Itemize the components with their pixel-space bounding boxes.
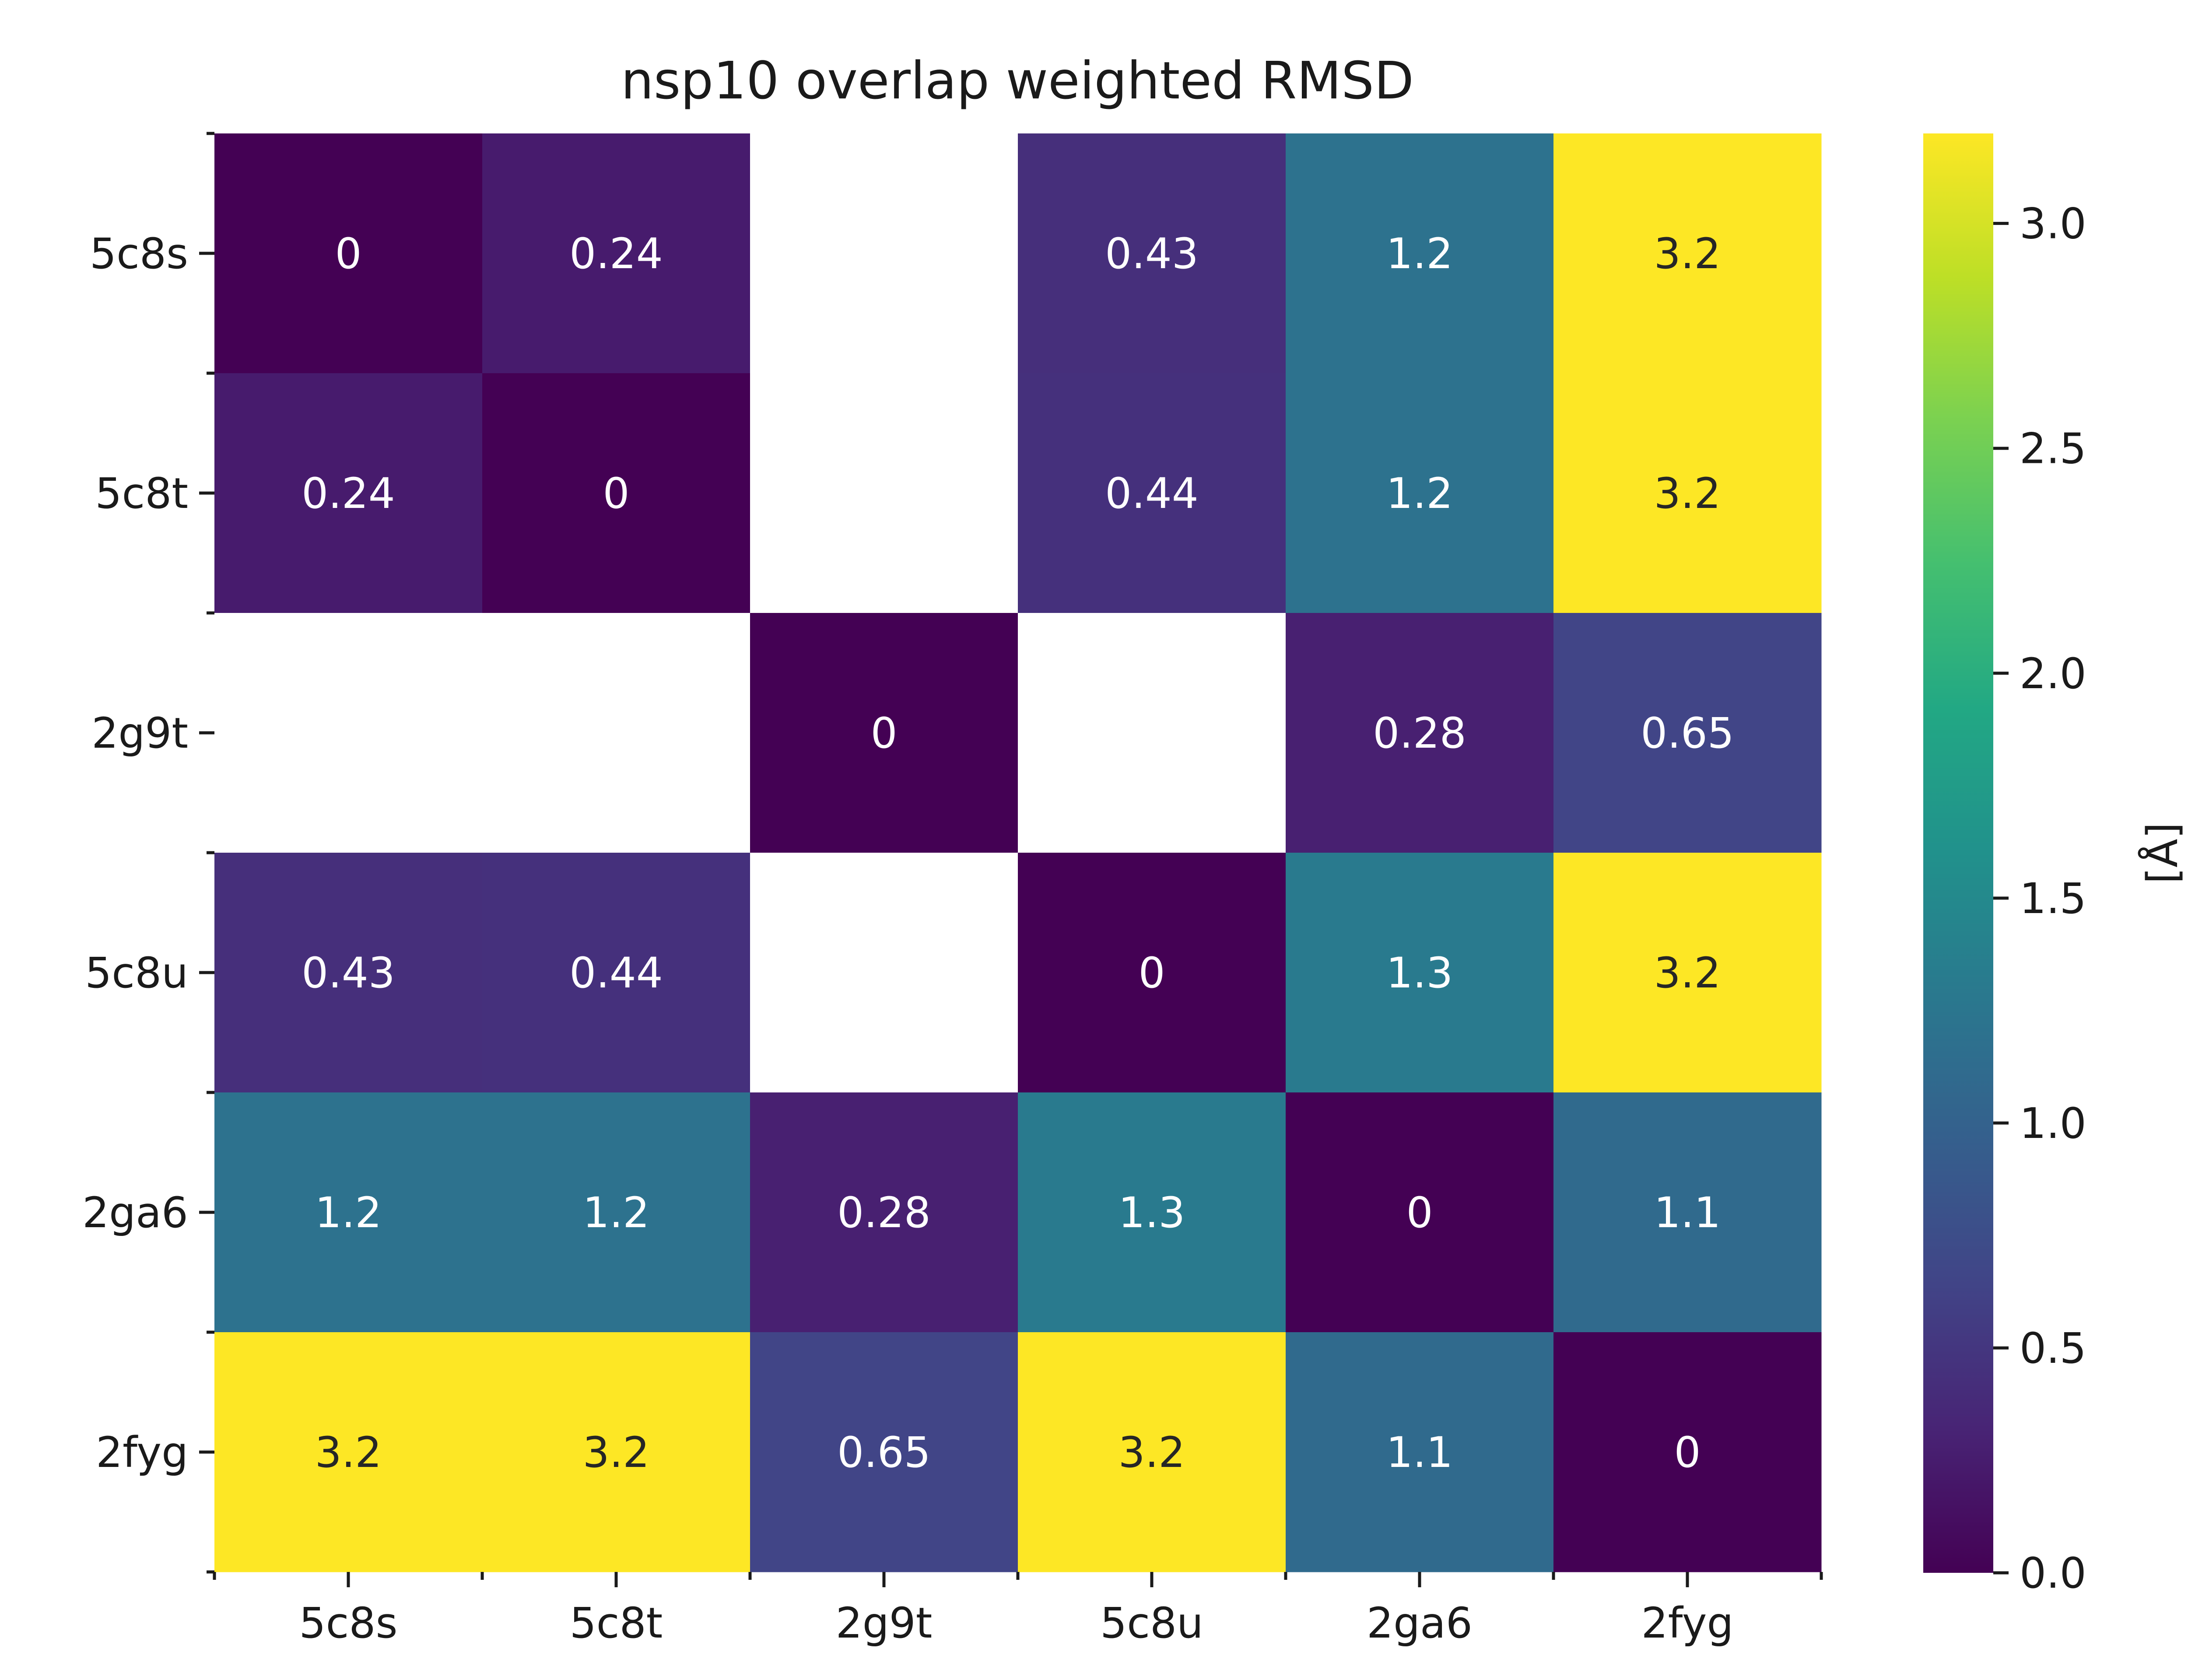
cell-value-label: 0.65 [1641,709,1734,758]
heatmap-cell [1018,133,1286,374]
heatmap-cell [214,613,483,853]
y-tick-label: 5c8s [90,229,188,278]
heatmap-cell [1553,1332,1822,1572]
cell-value-label: 0.24 [569,229,663,278]
cell-value-label: 0.28 [837,1188,931,1237]
cell-value-label: 0.65 [837,1428,931,1477]
heatmap-cell [1553,613,1822,853]
colorbar-gradient [1923,133,1993,1573]
cell-value-label: 1.2 [1386,469,1453,518]
x-tick-label: 2ga6 [1367,1599,1473,1648]
heatmap-cell [1286,133,1554,374]
x-tick-label: 5c8u [1100,1599,1203,1648]
y-tick-label: 2fyg [96,1428,188,1477]
heatmap-cells [214,133,1822,1572]
cell-value-label: 0.44 [569,948,663,998]
heatmap-cell [482,1092,750,1333]
heatmap-cell [1018,373,1286,613]
cell-value-label: 1.1 [1386,1428,1453,1477]
heatmap-cell [1018,1332,1286,1572]
heatmap-cell [1553,133,1822,374]
y-axis: 5c8s 5c8t 2g9t 5c8u 2ga6 2fyg [82,132,214,1574]
y-tick-label: 5c8u [85,948,188,998]
cell-value-label: 3.2 [1119,1428,1185,1477]
cell-value-label: 0 [1406,1188,1433,1237]
x-tick-label: 2g9t [836,1599,933,1648]
cell-value-label: 1.1 [1654,1188,1721,1237]
colorbar-tick-label: 3.0 [2020,200,2086,248]
heatmap-cell [482,853,750,1093]
cell-value-label: 0.44 [1105,469,1199,518]
heatmap-cell [1553,853,1822,1093]
heatmap-cell [214,373,483,613]
heatmap-cell [1286,1332,1554,1572]
cell-value-label: 0 [1138,948,1165,998]
heatmap-cell [214,1092,483,1333]
cell-value-label: 0.24 [302,469,395,518]
colorbar-tick-label: 2.5 [2020,424,2086,473]
chart-title: nsp10 overlap weighted RMSD [621,50,1414,111]
heatmap-cell-labels: 0 0.24 0.43 1.2 3.2 0.24 0 0.44 1.2 3.2 0 0.28 0.65 0… [302,229,1734,1477]
cell-value-label: 3.2 [583,1428,650,1477]
heatmap-cell [482,373,750,613]
colorbar-ticks: 0.0 0.5 1.0 1.5 2.0 2.5 3.0 [1993,200,2086,1598]
heatmap-cell [1018,853,1286,1093]
cell-value-label: 0.43 [1105,229,1199,278]
y-tick-label: 2ga6 [82,1188,188,1237]
x-tick-label: 5c8t [570,1599,663,1648]
heatmap-cell [750,373,1018,613]
heatmap-cell [214,133,483,374]
cell-value-label: 0 [870,709,897,758]
cell-value-label: 3.2 [1654,948,1721,998]
y-tick-label: 5c8t [95,469,188,518]
heatmap-cell [1553,373,1822,613]
x-tick-label: 2fyg [1641,1599,1734,1648]
heatmap-cell [1018,613,1286,853]
cell-value-label: 3.2 [1654,469,1721,518]
heatmap-cell [1286,1092,1554,1333]
cell-value-label: 0 [603,469,629,518]
cell-value-label: 0.43 [302,948,395,998]
cell-value-label: 3.2 [315,1428,382,1477]
colorbar-tick-label: 1.5 [2020,874,2086,923]
x-tick-label: 5c8s [299,1599,398,1648]
heatmap-cell [482,613,750,853]
cell-value-label: 1.3 [1119,1188,1185,1237]
cell-value-label: 1.2 [315,1188,382,1237]
heatmap-cell [482,1332,750,1572]
heatmap-cell [482,133,750,374]
heatmap-cell [750,1332,1018,1572]
colorbar-tick-label: 0.5 [2020,1324,2086,1373]
heatmap-cell [1553,1092,1822,1333]
heatmap-cell [1286,373,1554,613]
colorbar-label: [Å] [2138,822,2187,884]
cell-value-label: 3.2 [1654,229,1721,278]
colorbar-tick-label: 2.0 [2020,649,2086,698]
cell-value-label: 0 [335,229,361,278]
y-tick-label: 2g9t [91,709,188,758]
heatmap-cell [1286,853,1554,1093]
colorbar-tick-label: 1.0 [2020,1099,2086,1148]
colorbar [1923,133,1993,1573]
cell-value-label: 0.28 [1373,709,1466,758]
heatmap-cell [750,133,1018,374]
cell-value-label: 0 [1674,1428,1701,1477]
heatmap-cell [214,853,483,1093]
heatmap-cell [214,1332,483,1572]
heatmap-cell [1018,1092,1286,1333]
cell-value-label: 1.2 [1386,229,1453,278]
colorbar-tick-label: 0.0 [2020,1549,2086,1598]
heatmap-cell [750,853,1018,1093]
x-axis: 5c8s 5c8t 2g9t 5c8u 2ga6 2fyg [213,1572,1823,1648]
heatmap-cell [750,1092,1018,1333]
heatmap-cell [750,613,1018,853]
cell-value-label: 1.2 [583,1188,650,1237]
heatmap-cell [1286,613,1554,853]
cell-value-label: 1.3 [1386,948,1453,998]
